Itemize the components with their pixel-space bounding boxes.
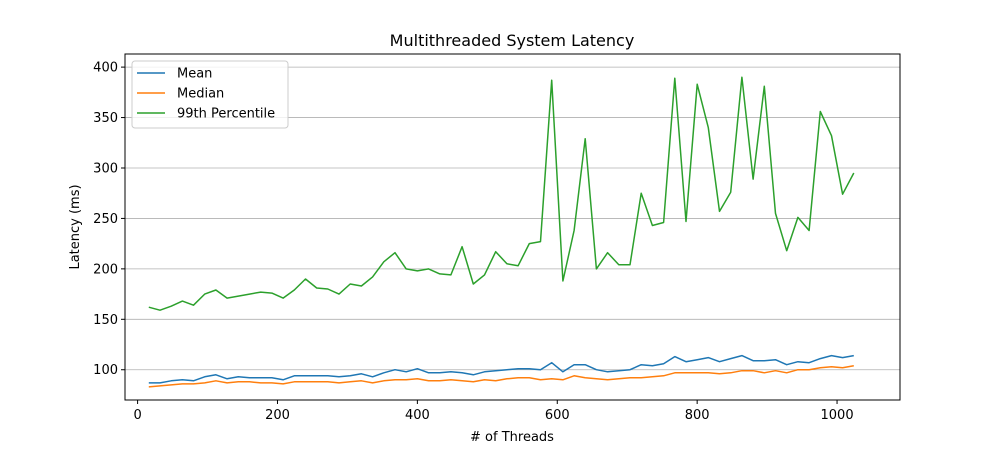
y-tick-label: 200 <box>93 262 118 277</box>
chart-title: Multithreaded System Latency <box>390 31 635 50</box>
y-tick-label: 100 <box>93 363 118 378</box>
legend: Mean Median 99th Percentile <box>131 60 289 129</box>
series-line-mean <box>148 354 854 384</box>
legend-label: Median <box>177 87 224 102</box>
y-tick-label: 350 <box>93 111 118 126</box>
series-lines <box>148 76 855 388</box>
y-tick-label: 150 <box>93 313 118 328</box>
y-gridlines <box>125 66 900 371</box>
series-line-median <box>148 364 854 388</box>
x-tick-label: 800 <box>685 408 710 423</box>
legend-label: Mean <box>177 67 212 82</box>
y-tick-label: 400 <box>93 61 118 76</box>
x-tick-label: 200 <box>265 408 290 423</box>
legend-label: 99th Percentile <box>177 107 275 122</box>
y-tick-label: 300 <box>93 161 118 176</box>
y-axis-ticks: 100 150 200 250 300 350 400 <box>93 61 125 378</box>
y-tick-label: 250 <box>93 212 118 227</box>
plot-frame <box>124 53 901 401</box>
legend-box <box>131 60 289 129</box>
y-axis-title: Latency (ms) <box>68 184 83 269</box>
x-tick-label: 1000 <box>821 408 854 423</box>
x-axis-ticks: 0 200 400 600 800 1000 <box>133 400 854 423</box>
x-tick-label: 400 <box>405 408 430 423</box>
x-tick-label: 0 <box>133 408 141 423</box>
x-axis-title: # of Threads <box>470 430 554 445</box>
series-line-99th-percentile <box>148 76 855 311</box>
x-tick-label: 600 <box>545 408 570 423</box>
